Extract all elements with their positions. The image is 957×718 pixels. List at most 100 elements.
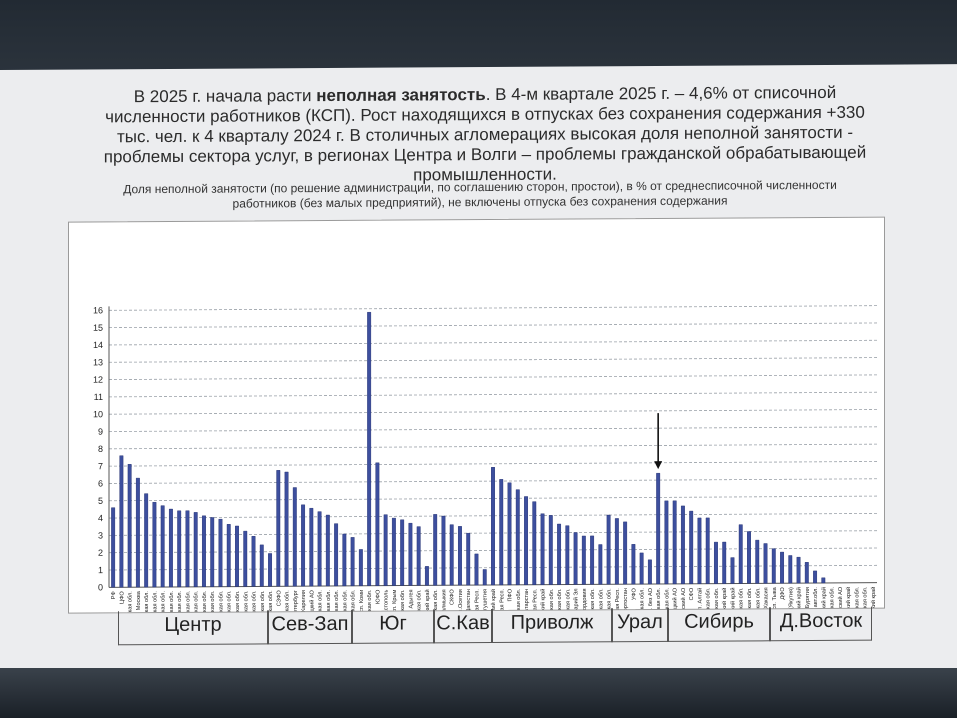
- category-label: С-Петербург: [293, 590, 299, 612]
- category-label: Рязанская обл.: [169, 591, 175, 613]
- gridline: [109, 512, 877, 519]
- bar: [383, 514, 388, 586]
- y-tick-label: 13: [93, 357, 103, 367]
- category-label: Москва: [136, 590, 142, 610]
- bar: [292, 487, 297, 587]
- category-label: Челябинская обл.: [640, 588, 646, 613]
- bar: [309, 507, 314, 587]
- category-label: Ханты-Мансийский АО: [680, 587, 687, 612]
- bar: [301, 504, 305, 587]
- gridline: [109, 374, 877, 380]
- category-label: Респ. Ингушетия: [483, 589, 489, 613]
- bar: [532, 501, 537, 585]
- category-label: Омская обл.: [747, 587, 753, 613]
- category-label: Респ. Марий Эл: [573, 588, 580, 612]
- category-label: Калининградская обл.: [318, 590, 324, 613]
- category-label: Мурманская обл.: [367, 589, 373, 612]
- y-tick-label: 0: [98, 582, 103, 592]
- category-label: Кар.-Черкесская Респ.: [499, 588, 505, 612]
- bar: [243, 530, 248, 587]
- bar: [796, 556, 801, 584]
- region-label-northwest: Сев-Зап: [268, 609, 352, 645]
- bar: [647, 559, 652, 585]
- region-label-siberia: Сибирь: [668, 607, 770, 642]
- category-label: Респ. Тыва: [772, 586, 778, 612]
- bar: [548, 515, 553, 585]
- bar: [499, 479, 504, 586]
- category-label: ЦФО: [119, 591, 125, 604]
- category-label: Астраханская обл.: [433, 589, 439, 613]
- bar: [747, 531, 751, 584]
- category-label: Орловская обл.: [202, 590, 208, 612]
- y-tick-label: 5: [98, 496, 103, 506]
- bar: [689, 510, 694, 584]
- category-label: Респ. Дагестан: [466, 589, 472, 612]
- region-label-center: Центр: [118, 610, 268, 646]
- bar: [606, 514, 611, 585]
- category-label: Магаданская обл.: [863, 586, 869, 612]
- bar: [614, 518, 619, 585]
- y-tick-label: 12: [93, 375, 103, 385]
- projector-background-bottom: [0, 668, 957, 718]
- y-tick-label: 15: [93, 323, 103, 333]
- category-label: Респ. Саха (Якутия): [788, 587, 794, 613]
- category-label: Респ. Крым: [392, 589, 398, 612]
- bar: [449, 524, 454, 586]
- category-label: Приморский край: [796, 587, 803, 612]
- bar: [780, 551, 784, 584]
- category-label: Респ. Мордовия: [582, 588, 588, 612]
- bar: [557, 523, 561, 585]
- category-label: Чукотский АО: [837, 586, 844, 612]
- bar: [350, 537, 355, 587]
- bar: [730, 557, 735, 584]
- category-label: Пермский край: [540, 589, 547, 613]
- category-label: Ивановская обл.: [161, 591, 167, 613]
- category-label: Алтайский край: [729, 588, 736, 613]
- category-label: Брянская обл.: [185, 590, 191, 612]
- bar: [433, 514, 438, 586]
- bar: [755, 539, 760, 584]
- bar-chart: 012345678910111213141516РФЦФОЯрославская…: [93, 305, 877, 613]
- bar: [705, 517, 710, 584]
- category-label: Белгородская обл.: [268, 590, 274, 613]
- bar: [639, 552, 644, 585]
- category-label: Респ. Татарстан: [524, 589, 530, 613]
- bar: [738, 524, 743, 584]
- bar: [714, 541, 718, 584]
- category-label: Ямало-Ненецкий АО: [672, 587, 679, 612]
- bar: [565, 525, 570, 585]
- category-label: Ульяновская обл.: [565, 588, 571, 612]
- y-tick-label: 8: [98, 444, 103, 454]
- bar: [474, 553, 479, 586]
- presentation-slide: В 2025 г. начала расти неполная занятост…: [0, 64, 957, 681]
- category-label: Респ. Сев.Осетия: [458, 589, 464, 612]
- bar: [466, 532, 471, 586]
- category-label: Хабаровский край: [820, 587, 827, 613]
- bar: [251, 536, 256, 587]
- bar: [218, 518, 223, 587]
- bar: [763, 543, 768, 584]
- category-label: Сахалинская обл.: [830, 586, 836, 612]
- y-tick-label: 4: [98, 513, 103, 523]
- category-label: Забайкальский край: [845, 587, 852, 613]
- category-label: Тюменская обл. без АО: [648, 587, 654, 612]
- bar: [491, 467, 495, 586]
- category-label: Волгоградская обл.: [417, 589, 423, 613]
- bar: [367, 311, 372, 586]
- category-label: Курская обл.: [152, 591, 158, 613]
- category-label: Костромская обл.: [144, 591, 150, 613]
- bar: [325, 514, 330, 587]
- region-label-north-caucasus: С.Кав: [434, 608, 492, 644]
- gridline: [109, 305, 877, 311]
- category-label: Каб.-Балкарская Респ.: [474, 589, 480, 613]
- bar: [193, 512, 198, 588]
- category-label: Саратовская обл.: [590, 588, 596, 613]
- category-label: Ростовская обл.: [400, 589, 406, 613]
- category-label: Иркутская обл.: [739, 587, 745, 613]
- bar: [804, 562, 809, 584]
- category-label: Тульская обл.: [252, 590, 258, 613]
- bar: [391, 517, 396, 586]
- category-label: Курганская обл.: [664, 587, 670, 612]
- category-label: Респ. Башкортостан: [623, 588, 629, 612]
- bar: [573, 532, 578, 585]
